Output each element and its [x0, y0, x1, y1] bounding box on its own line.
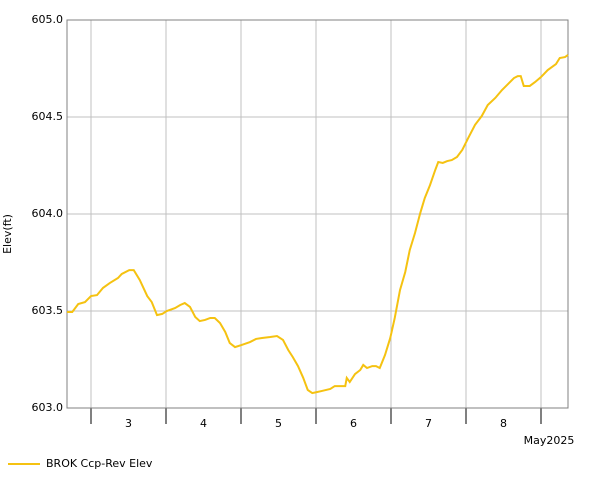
plot-border	[66, 19, 569, 409]
x-tick-label: 7	[425, 417, 432, 430]
y-tick-label: 604.5	[32, 110, 64, 123]
x-tick-label: 5	[275, 417, 282, 430]
x-tick-label: 4	[200, 417, 207, 430]
x-axis-label: May2025	[524, 434, 575, 447]
y-tick-label: 603.5	[32, 304, 64, 317]
y-tick-label: 604.0	[32, 207, 64, 220]
y-tick-label: 605.0	[32, 13, 64, 26]
y-tick-label: 603.0	[32, 401, 64, 414]
legend-label: BROK Ccp-Rev Elev	[46, 457, 153, 470]
x-tick-label: 6	[350, 417, 357, 430]
x-tick-label: 8	[500, 417, 507, 430]
data-line	[67, 54, 569, 395]
y-axis-label: Elev(ft)	[1, 214, 14, 254]
x-tick-label: 3	[125, 417, 132, 430]
